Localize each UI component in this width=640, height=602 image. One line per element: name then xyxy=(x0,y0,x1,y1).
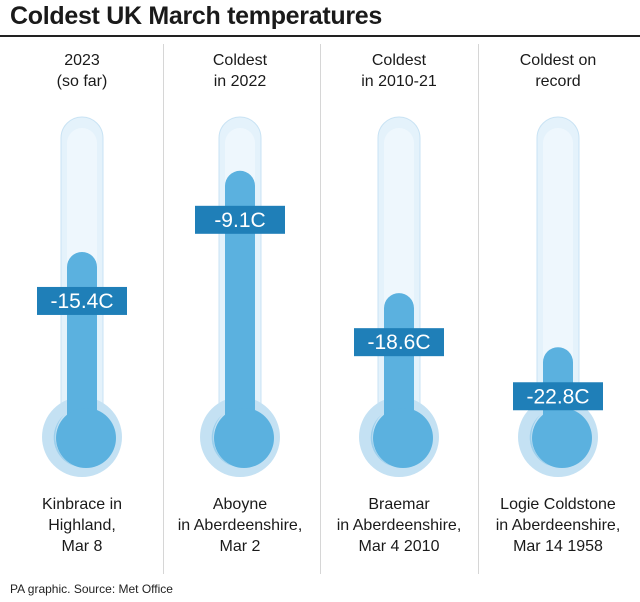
thermometer: -22.8C xyxy=(513,116,603,477)
location-line: Aboyne xyxy=(212,496,268,513)
column-divider xyxy=(320,44,321,574)
column-header-line: in 2022 xyxy=(213,73,267,90)
location-label: Aboyne in Aberdeenshire, Mar 2 xyxy=(161,494,319,557)
location-line: Mar 8 xyxy=(61,538,103,555)
thermometer: -15.4C xyxy=(37,116,127,477)
location-line: Mar 4 2010 xyxy=(358,538,440,555)
bulb-shading xyxy=(211,415,232,466)
column-header-line: in 2010-21 xyxy=(361,73,437,90)
title-rule xyxy=(0,35,640,37)
column-header-line: Coldest xyxy=(371,52,427,69)
column-header-line: (so far) xyxy=(56,73,108,90)
location-label: Braemar in Aberdeenshire, Mar 4 2010 xyxy=(320,494,478,557)
column-header-line: Coldest on xyxy=(519,52,597,69)
column-header: Coldest in 2022 xyxy=(165,50,315,92)
value-label: -15.4C xyxy=(50,290,113,313)
value-label-box xyxy=(513,382,603,411)
location-line: in Aberdeenshire, xyxy=(495,517,621,534)
mercury-bulb xyxy=(373,408,433,468)
location-label: Kinbrace in Highland, Mar 8 xyxy=(3,494,161,557)
value-label-box xyxy=(354,328,444,357)
column-header: Coldest on record xyxy=(483,50,633,92)
value-label: -22.8C xyxy=(526,385,589,408)
chart-title: Coldest UK March temperatures xyxy=(10,2,382,30)
source-note: PA graphic. Source: Met Office xyxy=(10,582,173,596)
column-header: Coldest in 2010-21 xyxy=(324,50,474,92)
location-line: Highland, xyxy=(48,517,116,534)
thermometer: -9.1C xyxy=(195,116,285,477)
location-line: in Aberdeenshire, xyxy=(177,517,303,534)
location-line: Logie Coldstone xyxy=(500,496,616,513)
mercury-bulb xyxy=(214,408,274,468)
column-header-line: 2023 xyxy=(64,52,100,69)
column-header-line: Coldest xyxy=(212,52,268,69)
mercury-bulb xyxy=(532,408,592,468)
column-header-line: record xyxy=(535,73,581,90)
location-line: Braemar xyxy=(368,496,430,513)
bulb-shading xyxy=(370,415,391,466)
location-line: in Aberdeenshire, xyxy=(336,517,462,534)
location-line: Mar 14 1958 xyxy=(513,538,603,555)
value-label: -18.6C xyxy=(367,331,430,354)
location-line: Mar 2 xyxy=(219,538,261,555)
mercury-bulb xyxy=(56,408,116,468)
bulb-shading xyxy=(53,415,74,466)
mercury-column xyxy=(225,170,255,441)
location-line: Kinbrace in xyxy=(41,496,123,513)
value-label: -9.1C xyxy=(214,209,265,232)
value-label-box xyxy=(37,286,127,315)
column-divider xyxy=(478,44,479,574)
bulb-shading xyxy=(529,415,550,466)
location-label: Logie Coldstone in Aberdeenshire, Mar 14 1… xyxy=(479,494,637,557)
column-divider xyxy=(163,44,164,574)
value-label-box xyxy=(195,205,285,234)
column-header: 2023 (so far) xyxy=(7,50,157,92)
thermometer: -18.6C xyxy=(354,116,444,477)
